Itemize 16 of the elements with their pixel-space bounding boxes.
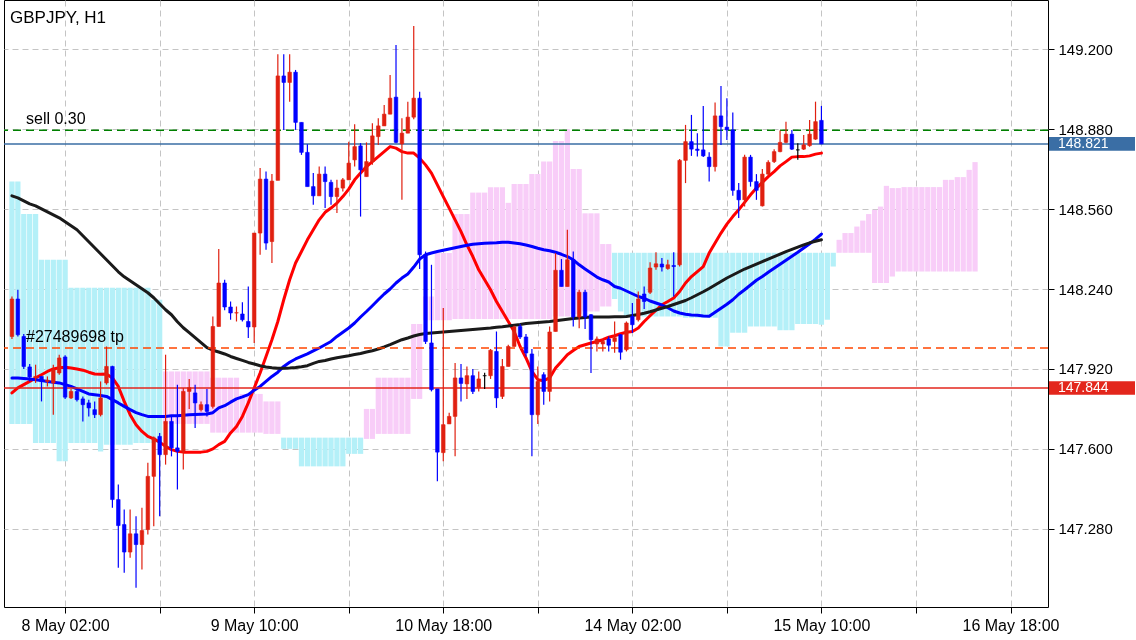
ref-line-label: #27489698 tp — [26, 327, 124, 345]
y-tick-label: 147.600 — [1058, 440, 1113, 458]
x-tick-label: 10 May 18:00 — [395, 616, 493, 634]
y-tick-label: 148.560 — [1058, 200, 1113, 218]
x-tick-label: 8 May 02:00 — [21, 616, 110, 634]
y-tick-label: 149.200 — [1058, 40, 1113, 58]
y-tick-label: 147.280 — [1058, 520, 1113, 538]
x-tick-label: 16 May 18:00 — [962, 616, 1060, 634]
x-tick-label: 14 May 02:00 — [584, 616, 682, 634]
x-tick-label: 15 May 10:00 — [773, 616, 871, 634]
ref-line-label: sell 0.30 — [26, 110, 86, 128]
y-tick-label: 147.920 — [1058, 360, 1113, 378]
ref-line-label: 147.844 — [1058, 378, 1109, 395]
y-tick-label: 148.240 — [1058, 280, 1113, 298]
x-tick-label: 9 May 10:00 — [210, 616, 299, 634]
text: GBPJPY, H1 — [10, 8, 107, 27]
